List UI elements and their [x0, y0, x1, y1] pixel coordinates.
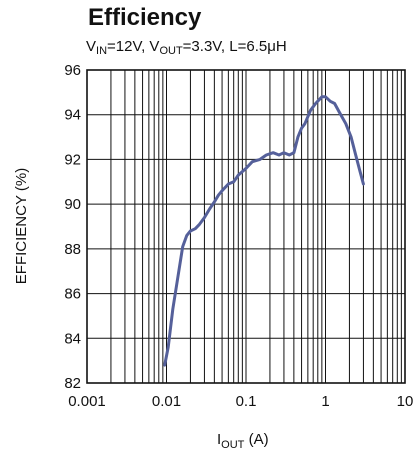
- y-axis-label: EFFICIENCY (%): [13, 168, 30, 284]
- plot-frame: [86, 69, 406, 384]
- efficiency-line: [163, 95, 365, 367]
- y-tick-label: 96: [64, 62, 81, 79]
- y-tick-label: 92: [64, 151, 81, 168]
- x-tick-label: 0.01: [152, 393, 181, 410]
- x-tick-label: 0.001: [68, 393, 106, 410]
- y-tick-labels: 82 84 86 88 90 92 94 96: [64, 62, 81, 392]
- x-axis-label-unit: (A): [244, 431, 268, 448]
- subtitle-sub-out: OUT: [159, 45, 183, 57]
- x-axis-label-sub: OUT: [221, 439, 245, 451]
- y-tick-label: 90: [64, 196, 81, 213]
- subtitle-sub-in: IN: [96, 45, 108, 57]
- subtitle-part: =3.3V, L=6.5μH: [182, 38, 287, 55]
- chart-subtitle: VIN=12V, VOUT=3.3V, L=6.5μH: [86, 38, 287, 57]
- x-tick-label: 10: [397, 393, 414, 410]
- grid: [86, 69, 405, 384]
- chart-title: Efficiency: [88, 4, 202, 31]
- x-axis-label-main: I: [217, 431, 221, 448]
- y-tick-label: 88: [64, 241, 81, 258]
- x-tick-labels: 0.001 0.01 0.1 1 10: [68, 393, 413, 410]
- subtitle-part: V: [86, 38, 97, 55]
- series-layer: [163, 95, 365, 367]
- y-tick-label: 94: [64, 107, 81, 124]
- subtitle-part: =12V, V: [107, 38, 160, 55]
- y-tick-label: 82: [64, 375, 81, 392]
- y-tick-label: 86: [64, 286, 81, 303]
- x-tick-label: 0.1: [236, 393, 257, 410]
- x-tick-label: 1: [321, 393, 329, 410]
- x-axis-label: IOUT (A): [217, 431, 269, 451]
- y-tick-label: 84: [64, 330, 81, 347]
